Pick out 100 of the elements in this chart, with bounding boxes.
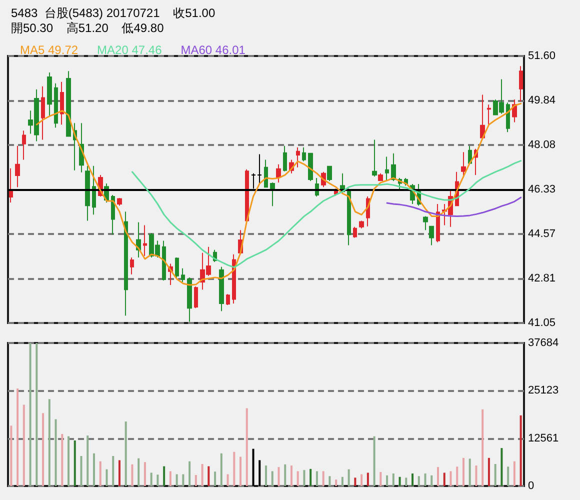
bar [296,471,299,486]
bar [68,436,70,486]
bar [42,413,44,486]
bar [74,440,76,486]
candlestick [461,152,466,178]
candlestick [372,139,377,177]
bar [494,464,496,486]
candlestick [378,172,383,182]
bar [188,461,191,486]
y-tick-label: 49.84 [528,94,556,107]
bar [475,466,478,486]
candlestick [181,268,185,282]
bar [348,469,350,486]
candlestick [429,226,434,246]
bar [80,456,82,486]
bar [373,436,376,486]
bar [246,408,248,486]
bar [354,478,356,486]
bar [93,453,95,486]
bar [366,472,369,486]
bar [456,466,458,486]
candlestick [194,286,198,309]
candlestick [506,102,510,133]
y-tick-label: 44.57 [528,228,556,240]
bar [462,458,464,486]
bar [86,436,89,486]
candlestick [66,70,71,138]
bar [54,419,57,486]
bar [169,471,172,486]
bar [360,474,363,486]
candlestick [130,256,134,275]
candlestick [423,216,428,231]
y-tick-label: 41.05 [528,317,556,329]
candlestick [296,146,300,168]
bar [265,466,267,486]
bar [424,473,426,486]
bar [322,471,324,486]
candlestick [391,152,396,182]
line-series [36,102,522,286]
bar [386,475,388,486]
bar [99,461,102,486]
y-tick-label: 42.81 [528,272,556,284]
bar [118,460,120,486]
candlestick [187,276,192,322]
bar [61,434,64,486]
bar [328,476,331,486]
text: MA20 47.46 [97,43,162,57]
bar [112,456,114,486]
candlestick [143,224,147,256]
bar [303,470,306,486]
bar [124,421,127,486]
bar [220,453,222,486]
candlestick [487,104,491,126]
bar [131,464,134,486]
bar [335,480,338,486]
bar [468,458,471,486]
bar [430,475,433,486]
bar [29,343,32,486]
bar [418,476,420,486]
y-tick-label: 46.33 [528,183,556,196]
candlestick [175,256,179,278]
candlestick [480,94,485,138]
bar [412,473,414,486]
bar [10,426,12,486]
bar [437,467,439,486]
candlestick [111,194,115,236]
bar [214,472,216,486]
chart-subtitle: 開50.30 高51.20 低49.80 [11,21,164,35]
bar [290,466,292,486]
candlestick [519,66,523,102]
bar [36,343,38,486]
candlestick [302,146,306,162]
candlestick [92,165,96,216]
bar [226,474,229,486]
candlestick [359,220,364,229]
candlestick [347,189,351,246]
y-tick-label: 48.08 [528,139,556,152]
candlestick [270,182,275,207]
candlestick [41,86,45,140]
bar [450,471,452,486]
text: MA5 49.72 [20,43,78,57]
bar [405,478,408,486]
bar [310,468,312,486]
candlestick [232,254,236,304]
bar [208,466,210,486]
candlestick [15,145,20,188]
line-series [386,196,522,217]
candlestick [85,165,90,222]
bar [380,472,382,486]
bar [106,469,108,486]
bar [513,461,516,486]
bar [194,474,197,486]
bar [284,464,286,486]
bar [16,388,19,486]
y-tick-label: 12561 [528,432,559,444]
candlestick [162,240,166,281]
bar [240,456,242,486]
chart-title: 5483 台股(5483) 20170721 收51.00 [11,6,216,20]
y-tick-label: 51.60 [528,50,556,62]
bar [252,448,254,486]
